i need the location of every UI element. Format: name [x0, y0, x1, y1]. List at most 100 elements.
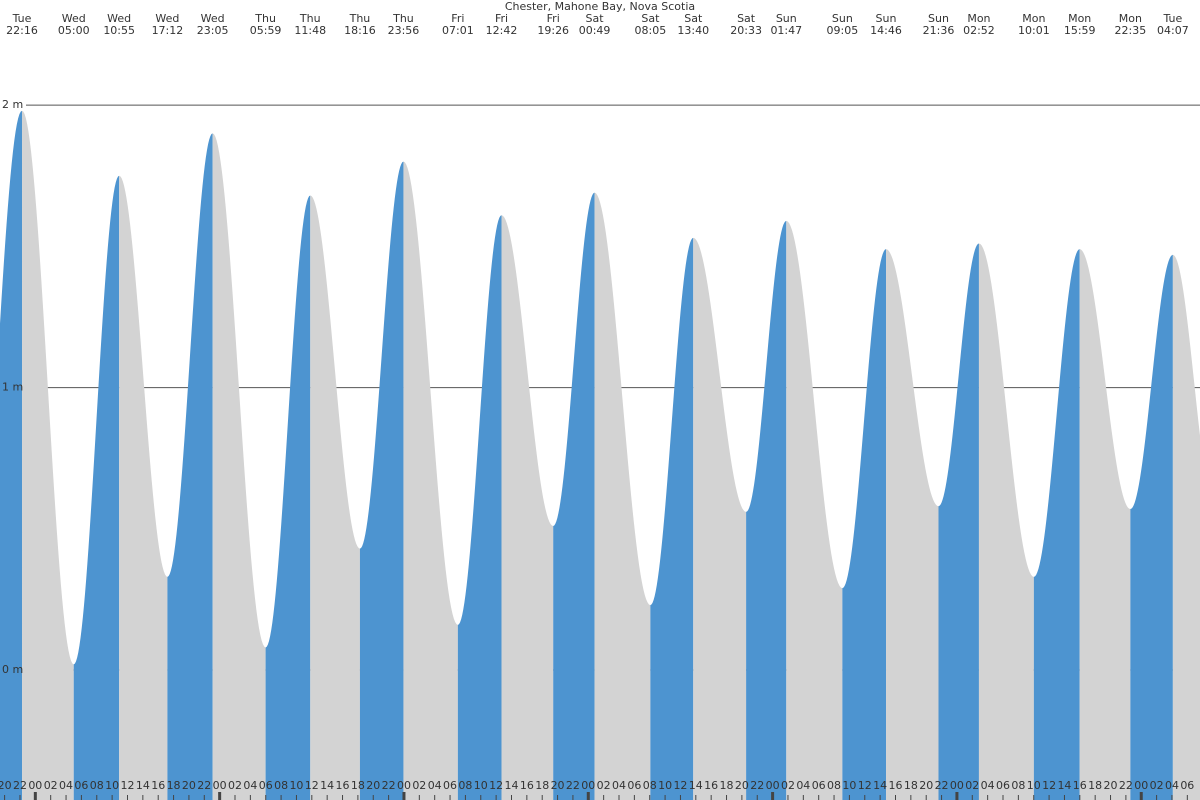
extreme-day: Sat: [641, 12, 660, 25]
extreme-day: Thu: [299, 12, 321, 25]
x-tick-label: 14: [873, 779, 887, 792]
extreme-day: Tue: [12, 12, 32, 25]
x-tick-label: 16: [151, 779, 165, 792]
x-tick-label: 16: [704, 779, 718, 792]
rising-tide: [73, 175, 120, 800]
x-tick-label: 14: [136, 779, 150, 792]
x-tick-label: 20: [366, 779, 380, 792]
extreme-day: Mon: [967, 12, 990, 25]
extreme-time: 02:52: [963, 24, 995, 37]
x-tick-label: 00: [1134, 779, 1148, 792]
extreme-time: 10:55: [103, 24, 135, 37]
extreme-day: Wed: [62, 12, 86, 25]
extreme-time: 05:00: [58, 24, 90, 37]
x-tick-label: 12: [673, 779, 687, 792]
x-tick-label: 00: [213, 779, 227, 792]
x-tick-label: 14: [504, 779, 518, 792]
extreme-time: 23:56: [388, 24, 420, 37]
falling-tide: [978, 243, 1034, 800]
x-tick-label: 04: [243, 779, 257, 792]
x-tick-label: 20: [735, 779, 749, 792]
x-tick-label: 10: [105, 779, 119, 792]
x-tick-label: 02: [1150, 779, 1164, 792]
x-tick-label: 00: [28, 779, 42, 792]
falling-tide: [786, 220, 843, 800]
x-tick-label: 18: [1088, 779, 1102, 792]
x-tick-label: 08: [458, 779, 472, 792]
x-tick-label: 08: [643, 779, 657, 792]
x-tick-label: 18: [535, 779, 549, 792]
extreme-day: Wed: [107, 12, 131, 25]
extreme-day: Thu: [392, 12, 414, 25]
x-tick-label: 06: [443, 779, 457, 792]
extreme-day: Sun: [876, 12, 897, 25]
x-tick-label: 10: [1027, 779, 1041, 792]
x-tick-label: 12: [489, 779, 503, 792]
x-tick-label: 12: [858, 779, 872, 792]
x-tick-label: 10: [474, 779, 488, 792]
x-tick-label: 18: [167, 779, 181, 792]
falling-tide: [1079, 249, 1131, 800]
falling-tide: [310, 195, 360, 800]
falling-tide: [501, 215, 554, 800]
falling-tide: [886, 249, 939, 800]
extreme-time: 22:16: [6, 24, 38, 37]
x-tick-label: 00: [581, 779, 595, 792]
x-tick-label: 08: [90, 779, 104, 792]
x-tick-label: 20: [551, 779, 565, 792]
falling-tide: [1172, 254, 1200, 800]
extreme-time: 14:46: [870, 24, 902, 37]
x-tick-label: 04: [1165, 779, 1179, 792]
x-tick-label: 20: [919, 779, 933, 792]
x-tick-label: 00: [950, 779, 964, 792]
extreme-time: 20:33: [730, 24, 762, 37]
extreme-time: 07:01: [442, 24, 474, 37]
rising-tide: [842, 249, 887, 800]
extreme-day: Mon: [1068, 12, 1091, 25]
extreme-time: 18:16: [344, 24, 376, 37]
x-tick-label: 02: [597, 779, 611, 792]
extreme-time: 22:35: [1115, 24, 1147, 37]
x-tick-label: 06: [627, 779, 641, 792]
rising-tide: [457, 215, 502, 800]
x-tick-label: 00: [397, 779, 411, 792]
x-tick-label: 08: [827, 779, 841, 792]
extreme-time: 09:05: [827, 24, 859, 37]
extreme-time: 01:47: [770, 24, 802, 37]
y-tick-label: 2 m: [2, 98, 23, 111]
x-tick-label: 06: [259, 779, 273, 792]
extreme-time: 10:01: [1018, 24, 1050, 37]
rising-tide: [265, 195, 311, 800]
falling-tide: [693, 237, 747, 800]
extreme-day: Sat: [586, 12, 605, 25]
falling-tide: [594, 192, 651, 800]
x-tick-label: 22: [1119, 779, 1133, 792]
extreme-time: 00:49: [579, 24, 611, 37]
x-tick-label: 06: [1180, 779, 1194, 792]
x-tick-label: 08: [1011, 779, 1025, 792]
y-tick-label: 0 m: [2, 663, 23, 676]
extreme-day: Thu: [349, 12, 371, 25]
rising-tide: [0, 110, 23, 800]
extreme-day: Wed: [155, 12, 179, 25]
x-tick-label: 22: [935, 779, 949, 792]
extreme-day: Sun: [928, 12, 949, 25]
x-tick-label: 16: [888, 779, 902, 792]
x-tick-label: 12: [120, 779, 134, 792]
extreme-time: 04:07: [1157, 24, 1189, 37]
x-tick-label: 12: [305, 779, 319, 792]
rising-tide: [1130, 254, 1173, 800]
extreme-time: 19:26: [537, 24, 569, 37]
x-tick-label: 14: [320, 779, 334, 792]
x-tick-label: 02: [44, 779, 58, 792]
rising-tide: [359, 161, 404, 800]
y-tick-label: 1 m: [2, 381, 23, 394]
x-tick-label: 20: [0, 779, 12, 792]
extreme-day: Sat: [737, 12, 756, 25]
x-tick-label: 02: [965, 779, 979, 792]
x-tick-label: 16: [1073, 779, 1087, 792]
x-tick-label: 12: [1042, 779, 1056, 792]
falling-tide: [212, 133, 266, 800]
rising-tide: [746, 220, 787, 800]
